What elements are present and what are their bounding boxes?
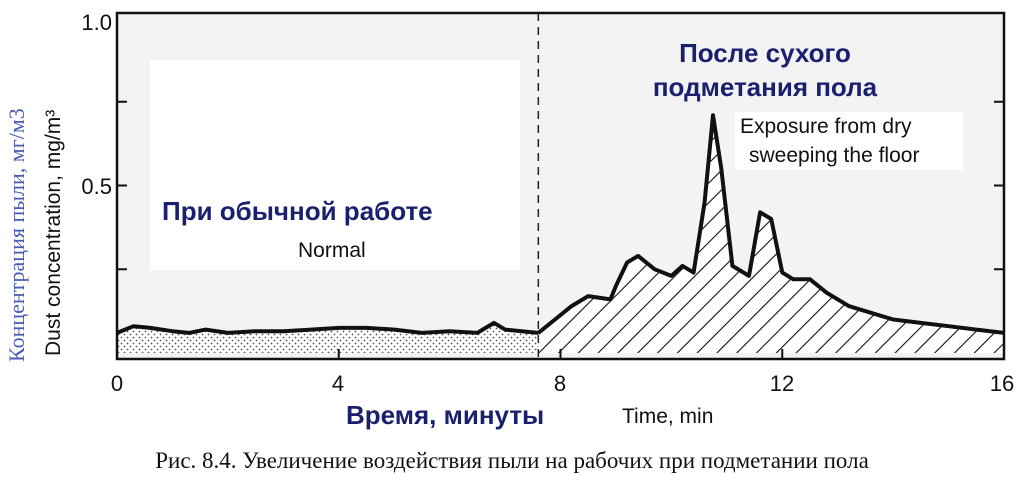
y-axis-label-ru: Концентрация пыли, мг/м3 xyxy=(4,108,29,362)
after-label-ru-2: подметания пола xyxy=(653,72,878,102)
after-label-ru-1: После сухого xyxy=(679,38,851,68)
series-area-normal xyxy=(117,322,539,353)
y-tick-1: 1.0 xyxy=(81,10,112,35)
normal-label: Normal xyxy=(298,239,366,262)
x-tick-12: 12 xyxy=(770,371,794,396)
y-tick-05: 0.5 xyxy=(81,174,112,199)
normal-label-ru: При обычной работе xyxy=(162,196,433,226)
series-area-sweeping xyxy=(538,115,1004,353)
after-label-2: sweeping the floor xyxy=(749,144,919,167)
x-tick-4: 4 xyxy=(332,371,344,396)
normal-label-area xyxy=(150,60,520,270)
series-line-normal xyxy=(116,320,539,335)
figure-caption: Рис. 8.4. Увеличение воздействия пыли на… xyxy=(155,448,869,473)
sweeping-label-area xyxy=(735,112,963,170)
x-tick-8: 8 xyxy=(554,371,566,396)
series-line-sweeping xyxy=(537,113,1005,335)
x-axis-label-ru: Время, минуты xyxy=(346,400,544,430)
x-tick-0: 0 xyxy=(111,371,123,396)
y-axis-label: Dust concentration, mg/m³ xyxy=(42,110,65,356)
x-tick-16: 16 xyxy=(990,371,1014,396)
after-label-1: Exposure from dry xyxy=(740,115,912,138)
x-axis-label: Time, min xyxy=(622,405,713,428)
